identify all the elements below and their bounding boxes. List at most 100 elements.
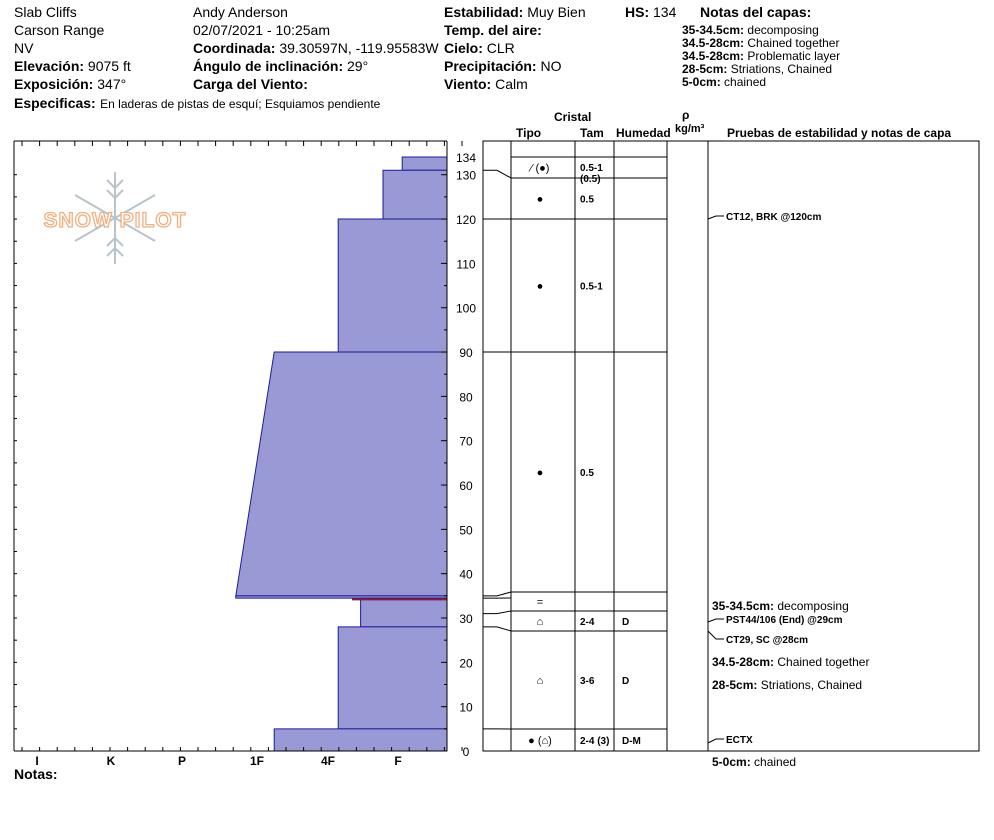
sky-label: Cielo: <box>444 40 483 56</box>
depth-tick-label: 30 <box>459 612 473 626</box>
sky-row: Cielo: CLR <box>444 40 515 56</box>
grain-type-symbol: ⁄ (●) <box>528 163 550 175</box>
sky-value: CLR <box>486 40 515 56</box>
hardness-tick-label: 1F <box>250 754 264 768</box>
header-cristal: Cristal <box>554 110 592 124</box>
layer-note: 34.5-28cm: Problematic layer <box>682 49 841 63</box>
note-pointer <box>707 618 724 623</box>
slope-label: Ángulo de inclinación: <box>193 58 344 74</box>
hardness-tick-label: 4F <box>321 754 335 768</box>
stability-test-note: CT29, SC @28cm <box>726 635 808 646</box>
grain-size: 0.5-1 <box>580 163 603 174</box>
depth-tick-label: 10 <box>459 701 473 715</box>
depth-tick-label: 90 <box>459 346 473 360</box>
grain-type-symbol: ● (⌂) <box>528 735 552 747</box>
grain-type-symbol: ● <box>537 467 544 479</box>
moisture-value: D <box>622 676 629 687</box>
wind-row: Viento: Calm <box>444 76 528 92</box>
precip-label: Precipitación: <box>444 58 537 74</box>
aspect-row: Exposición: 347° <box>14 76 126 92</box>
note-pointer <box>707 630 724 640</box>
layer-notes-title: Notas del capas: <box>700 4 812 20</box>
precip-row: Precipitación: NO <box>444 58 561 74</box>
hardness-bar <box>382 169 448 220</box>
wind-label: Viento: <box>444 76 492 92</box>
header-rho: ρ <box>682 108 690 122</box>
slope-row: Ángulo de inclinación: 29° <box>193 58 368 74</box>
grain-type-symbol: ⌂ <box>537 616 544 628</box>
air-temp-label: Temp. del aire: <box>444 22 542 38</box>
hardness-bar <box>337 218 448 353</box>
grain-size: 2-4 <box>580 617 595 628</box>
header-tipo: Tipo <box>516 126 542 140</box>
coordinates-value: 39.30597N, -119.95583W <box>279 40 439 56</box>
grain-type-symbol: ⌂ <box>537 675 544 687</box>
depth-connector <box>483 591 512 597</box>
depth-tick-label: 80 <box>459 390 473 404</box>
grain-size-sub: (0.5) <box>580 174 601 185</box>
stability-value: Muy Bien <box>527 4 586 20</box>
depth-connector <box>483 610 512 615</box>
coordinates-label: Coordinada: <box>193 40 276 56</box>
depth-tick-label: 100 <box>456 302 476 316</box>
layer-note: 5-0cm: chained <box>682 75 767 89</box>
specifics-row: Especificas: En laderas de pistas de esq… <box>14 95 380 113</box>
hardness-bar <box>401 156 448 171</box>
layer-note: 34.5-28cm: Chained together <box>682 36 840 50</box>
aspect-value: 347° <box>97 76 127 92</box>
specifics-label: Especificas: <box>14 95 96 111</box>
layer-note: 28-5cm: Striations, Chained <box>682 62 833 76</box>
site-name: Slab Cliffs <box>14 4 77 20</box>
grain-type-symbol: ● <box>537 281 544 293</box>
depth-tick-label: 134 <box>456 151 476 165</box>
depth-tick-label: 70 <box>459 435 473 449</box>
depth-tick-label: 120 <box>456 213 476 227</box>
grain-size: 0.5 <box>580 468 594 479</box>
table-frame <box>482 140 980 752</box>
stability-row: Estabilidad: Muy Bien <box>444 4 586 20</box>
note-pointer <box>707 215 724 220</box>
observation-datetime: 02/07/2021 - 10:25am <box>193 22 330 38</box>
depth-connector <box>483 626 512 632</box>
hardness-tick-label: F <box>394 754 401 768</box>
header-tam: Tam <box>580 126 604 140</box>
hardness-bar <box>235 351 448 597</box>
depth-tick-label: 40 <box>459 568 473 582</box>
notes-label: Notas: <box>14 766 58 782</box>
depth-tick-label: 60 <box>459 479 473 493</box>
elevation-label: Elevación: <box>14 58 85 74</box>
hs-value: 134 <box>653 4 677 20</box>
moisture-value: D <box>622 617 629 628</box>
elevation-row: Elevación: 9075 ft <box>14 58 131 74</box>
header-humedad: Humedad <box>616 126 671 140</box>
coordinates-row: Coordinada: 39.30597N, -119.95583W <box>193 40 439 56</box>
depth-tick-label: 130 <box>456 169 476 183</box>
stability-test-note: PST44/106 (End) @29cm <box>726 615 843 626</box>
elevation-value: 9075 ft <box>87 58 131 74</box>
hardness-bar <box>337 626 448 730</box>
layer-table: ⁄ (●) 0.5-1(0.5)● 0.5● 0.5-1● 0.5=⌂ 2-4 D⌂ 3-6 D… <box>482 140 980 769</box>
header-tests: Pruebas de estabilidad y notas de capa <box>727 126 952 140</box>
stability-test-note: ECTX <box>726 735 753 746</box>
precip-value: NO <box>540 58 562 74</box>
stability-label: Estabilidad: <box>444 4 524 20</box>
hardness-profile <box>235 156 448 752</box>
layer-comment-note: 5-0cm: chained <box>712 755 796 769</box>
site-range: Carson Range <box>14 22 105 38</box>
moisture-value: D-M <box>622 736 641 747</box>
hs-label: HS: <box>625 4 650 20</box>
depth-tick-label: 20 <box>459 656 473 670</box>
layer-comment-note: 34.5-28cm: Chained together <box>712 655 869 669</box>
snowpilot-logo: SNOW PILOT <box>43 172 186 264</box>
aspect-label: Exposición: <box>14 76 94 92</box>
layer-comment-note: 35-34.5cm: decomposing <box>712 599 849 613</box>
depth-connector <box>483 169 512 179</box>
wind-load-label: Carga del Viento: <box>193 76 308 92</box>
hardness-bar <box>273 728 448 752</box>
hs-row: HS: 134 <box>625 4 676 20</box>
wind-value: Calm <box>495 76 528 92</box>
depth-tick-label: 50 <box>459 523 473 537</box>
hardness-tick-label: K <box>107 754 116 768</box>
grain-size: 2-4 (3) <box>580 736 609 747</box>
